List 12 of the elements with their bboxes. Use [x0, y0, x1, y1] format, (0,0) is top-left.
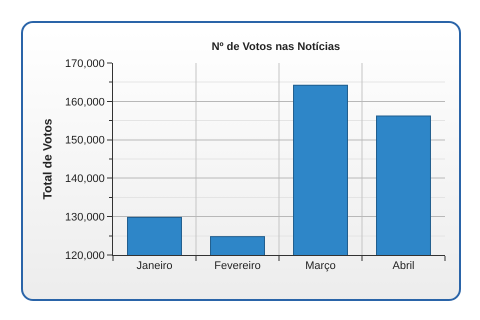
y-axis-title: Total de Votos [40, 118, 54, 200]
y-tick-label: 160,000 [65, 96, 105, 108]
x-tick-label: Abril [392, 260, 415, 272]
y-tick-label: 130,000 [65, 211, 105, 224]
x-tick-label: Março [305, 260, 336, 272]
x-tick-label: Fevereiro [214, 260, 261, 272]
x-tick-label: Janeiro [136, 260, 173, 272]
y-tick-label: 150,000 [65, 134, 105, 147]
chart-title: Nº de Votos nas Notícias [212, 41, 340, 54]
y-tick-label: 170,000 [65, 58, 105, 70]
y-tick-label: 120,000 [65, 250, 105, 262]
y-tick-label: 140,000 [65, 173, 105, 186]
